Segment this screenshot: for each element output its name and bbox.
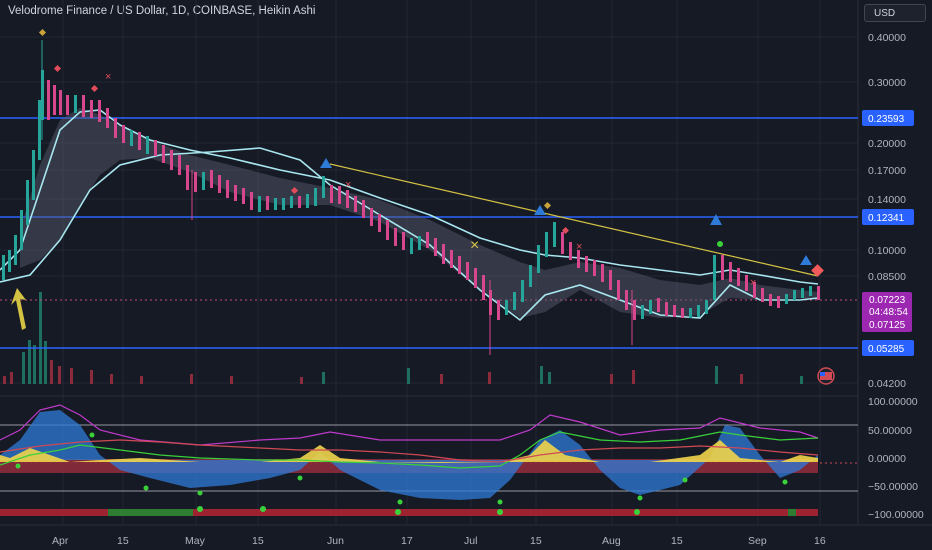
time-label: 15 [117,535,129,547]
time-label: May [185,535,206,547]
price-tick: 0.20000 [868,138,906,150]
svg-text:×: × [345,179,351,191]
price-tick: 0.40000 [868,32,906,44]
level-tag-label: 0.05285 [868,344,905,355]
candles [2,40,820,355]
time-label: 15 [530,535,542,547]
price-tick: 0.08500 [868,271,906,283]
time-label: Jul [464,535,477,547]
flag-icon[interactable] [817,367,835,385]
time-label: Sep [748,535,767,547]
ma-ribbon [20,108,818,318]
oscillator-pane [0,404,858,516]
level-tag-label: 0.12341 [868,213,905,224]
level-tag-label: 0.23593 [868,114,905,125]
level-tags: 0.23593 0.12341 0.05285 [862,110,914,356]
osc-tick: 0.00000 [868,453,906,465]
time-label: 15 [252,535,264,547]
time-label: Jun [327,535,344,547]
time-label: Aug [602,535,621,547]
svg-text:×: × [470,237,479,254]
trendline[interactable] [329,163,819,277]
oscillator-axis[interactable]: 100.00000 50.00000 0.00000 −50.00000 −10… [868,396,924,521]
time-label: 17 [401,535,413,547]
time-axis[interactable]: Apr 15 May 15 Jun 17 Jul 15 Aug 15 Sep 1… [52,535,826,547]
price-tick: 0.30000 [868,77,906,89]
price-tick: 0.14000 [868,194,906,206]
price-tick: 0.04200 [868,378,906,390]
ma-upper-line [0,109,819,285]
osc-tick: 50.00000 [868,425,912,437]
currency-selector[interactable]: USD [864,4,926,22]
ma-lower-line [0,147,819,322]
volume-bars [3,292,803,384]
osc-tick: −50.00000 [868,481,918,493]
price-axis[interactable]: 0.40000 0.30000 0.20000 0.17000 0.14000 … [868,32,906,390]
countdown-timer: 04:48:54 [869,307,908,318]
arrow-annotation[interactable] [11,288,26,330]
secondary-price: 0.07125 [869,320,906,331]
time-label: Apr [52,535,69,547]
price-tick: 0.10000 [868,245,906,257]
osc-tick: 100.00000 [868,396,918,408]
current-price: 0.07223 [869,295,906,306]
price-tick: 0.17000 [868,165,906,177]
time-label: 16 [814,535,826,547]
time-label: 15 [671,535,683,547]
svg-text:×: × [750,277,756,289]
osc-tick: −100.00000 [868,509,924,521]
svg-text:×: × [576,241,582,253]
chart-title: Velodrome Finance / US Dollar, 1D, COINB… [8,5,316,17]
svg-text:×: × [105,71,111,83]
current-price-tag: 0.07223 04:48:54 0.07125 [862,292,912,332]
